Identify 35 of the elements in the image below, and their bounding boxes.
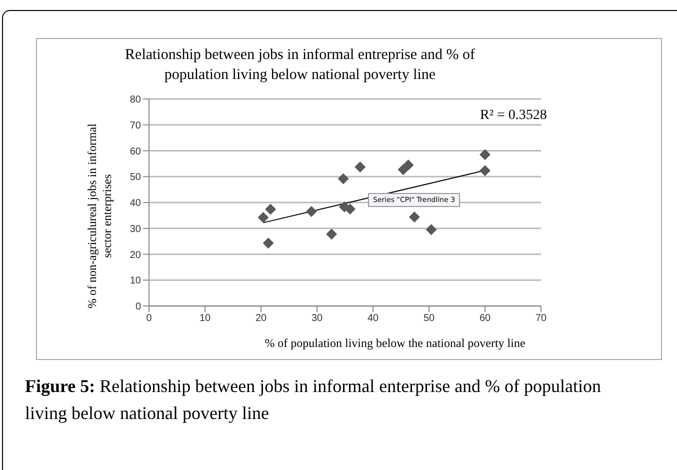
x-tick-label: 10 [199,313,211,324]
y-tick-label: 50 [130,172,142,184]
x-axis-title: % of population living below the national poverty line [264,336,526,351]
point [258,212,269,224]
y-tick-label: 40 [130,198,142,210]
y-axis-title: % of non-agriculureal jobs in informal sector enterprises [84,122,115,310]
x-tick-label: 50 [423,313,435,324]
x-tick-label: 60 [479,313,491,324]
point [306,206,317,218]
point [480,149,490,160]
point [262,238,274,249]
y-tick-label: 10 [130,276,142,287]
y-tick-label: 0 [135,302,142,313]
y-tick-label: 20 [130,250,142,261]
point [408,211,420,222]
x-tick-label: 0 [146,313,152,324]
point [326,228,338,240]
y-tick-label: 30 [130,224,142,235]
x-tick-label: 20 [255,313,267,324]
x-tick-label: 40 [367,313,379,324]
x-tick-label: 70 [535,313,547,324]
annotation: R² = 0.3528 [480,108,547,124]
point [265,204,276,215]
point [354,162,366,173]
x-tick-label: 30 [311,313,323,324]
y-tick-label: 80 [130,94,142,106]
point [426,224,437,236]
y-tick-label: 70 [130,120,142,132]
point [402,159,414,170]
y-tick-label: 60 [130,146,142,158]
point [338,173,349,184]
point [344,203,356,214]
caption: Figure 5: [25,376,96,396]
chart-title: Relationship between jobs in informal entreprise and % of population living below national poverty line [124,46,476,85]
point [480,165,490,176]
